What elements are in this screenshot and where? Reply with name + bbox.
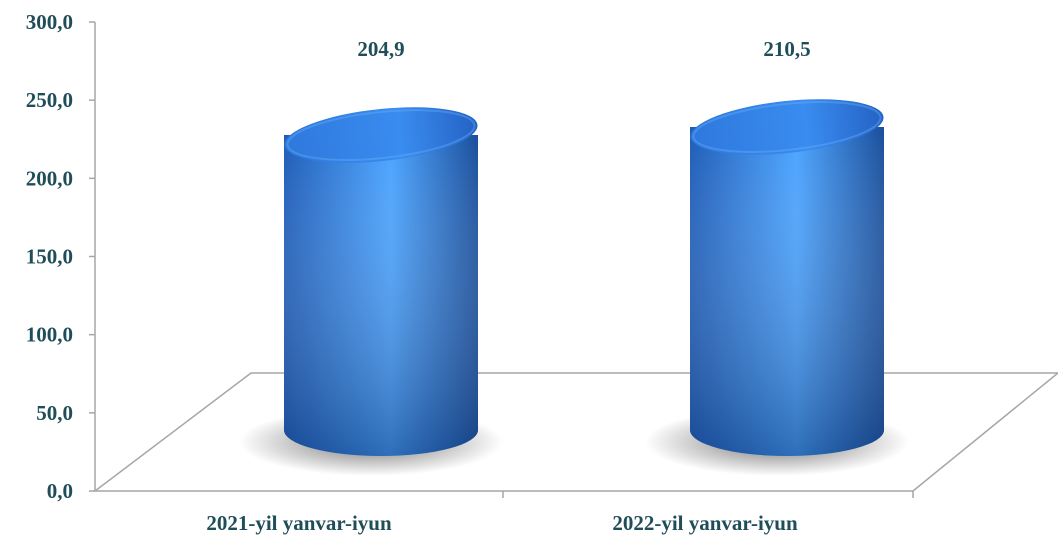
axes (92, 22, 1058, 498)
y-tick-label: 100,0 (26, 323, 73, 347)
bar-value-label: 210,5 (763, 37, 810, 61)
cylinders: 204,9 210,5 (239, 37, 909, 476)
floor-plane (92, 372, 1058, 492)
bar-value-label: 204,9 (357, 37, 404, 61)
y-tick-label: 50,0 (36, 401, 73, 425)
y-tick-label: 300,0 (26, 10, 73, 34)
bar-top (690, 99, 884, 155)
bar-top (284, 107, 478, 163)
y-tick-label: 150,0 (26, 245, 73, 269)
category-labels: 2021-yil yanvar-iyun 2022-yil yanvar-iyun (206, 511, 798, 535)
x-category-label: 2021-yil yanvar-iyun (206, 511, 392, 535)
cylinder-bar: 204,9 (239, 37, 503, 476)
y-tick-label: 0,0 (47, 479, 73, 503)
y-tick-label: 200,0 (26, 166, 73, 190)
bar-top-rim (286, 109, 476, 161)
bar-body-shade (690, 127, 884, 456)
cylinder-bar: 210,5 (645, 37, 909, 476)
y-tick-label: 250,0 (26, 88, 73, 112)
bar-top-rim (692, 101, 882, 153)
x-category-label: 2022-yil yanvar-iyun (612, 511, 798, 535)
bar-body-shade (284, 135, 478, 457)
y-axis-ticks: 0,0 50,0 100,0 150,0 200,0 250,0 300,0 (26, 10, 95, 503)
